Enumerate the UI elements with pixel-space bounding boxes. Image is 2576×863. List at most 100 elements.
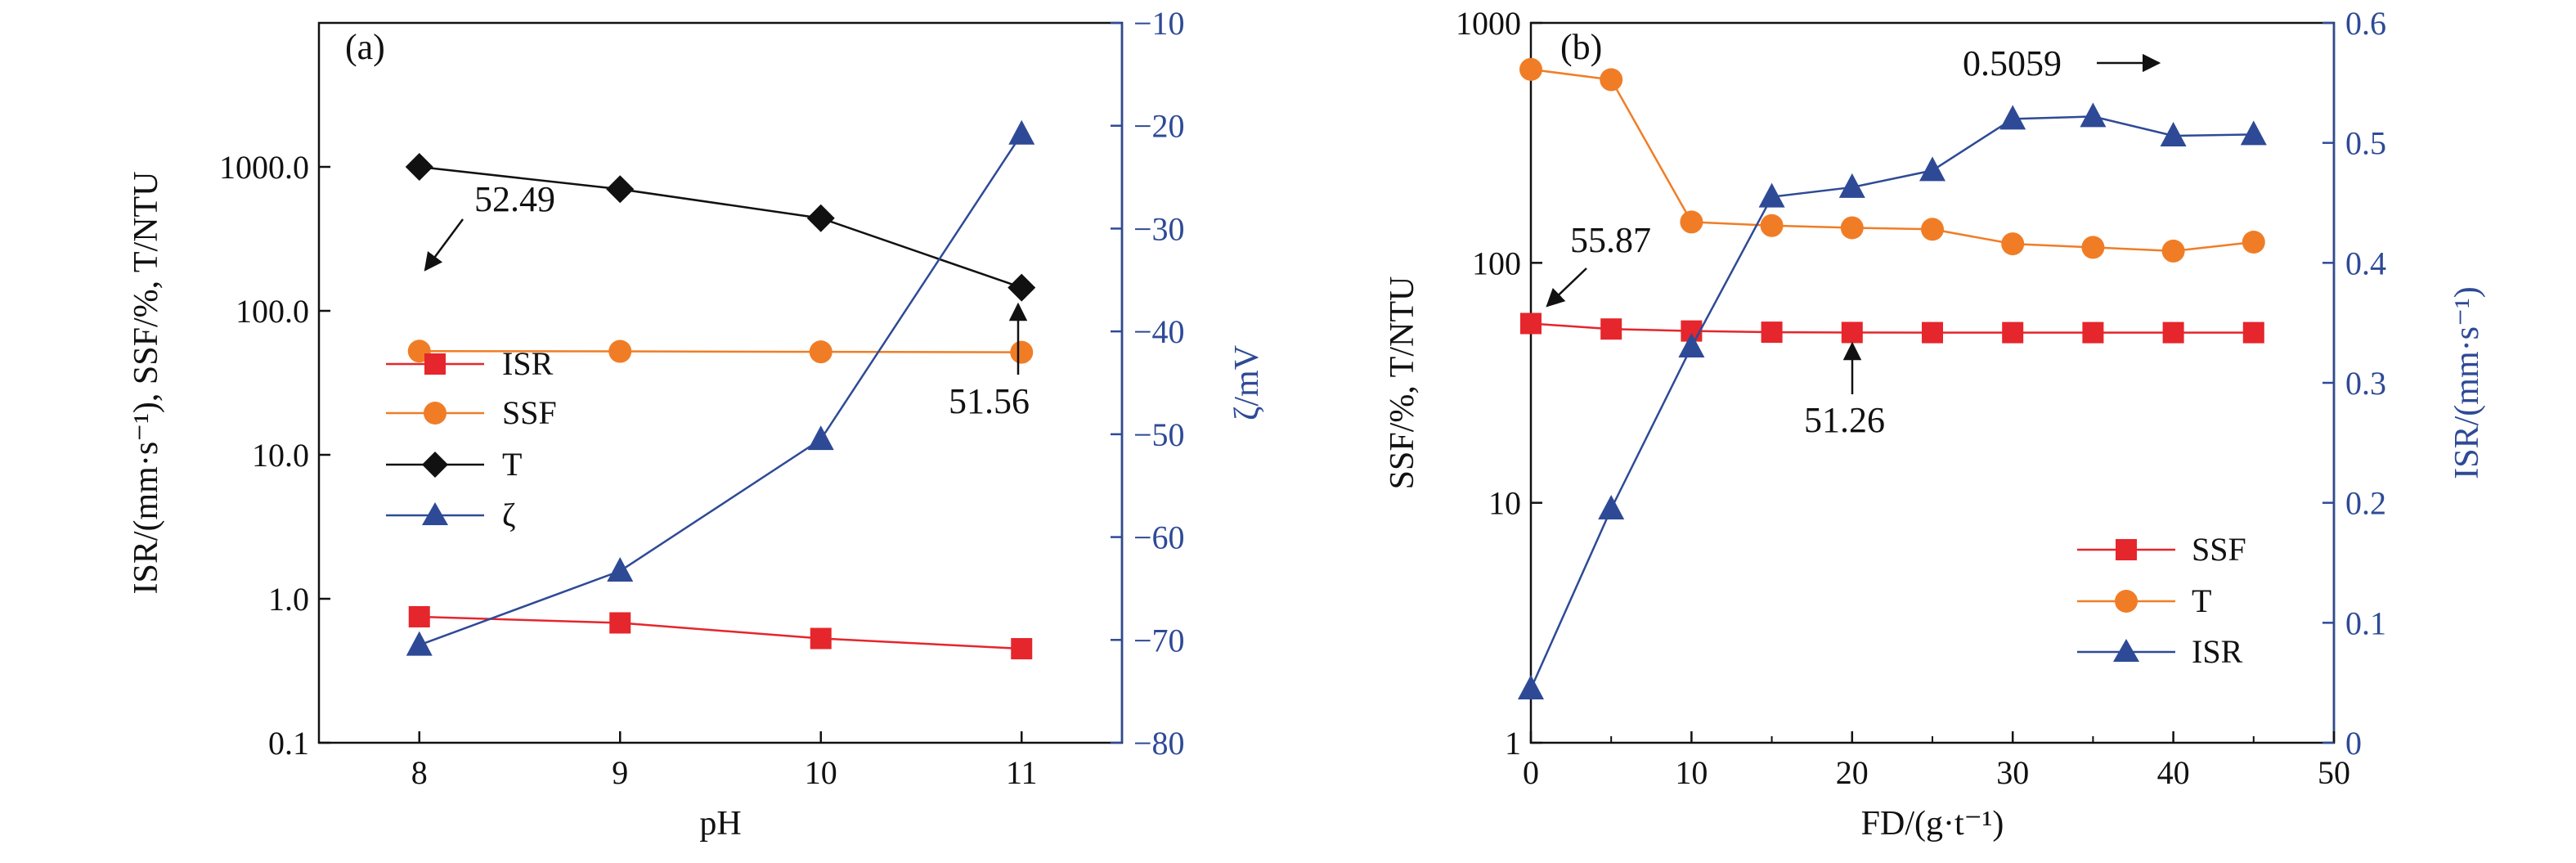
data-point-isr-b [1919,156,1945,182]
x-tick-label: 40 [2157,754,2190,791]
y-right-tick-label: 0.6 [2345,5,2386,42]
data-point-ssf-a [1010,340,1034,364]
y-right-tick-label: 0.5 [2345,125,2386,162]
data-point-t-b [1519,57,1542,81]
y-left-tick-label: 1.0 [268,581,309,618]
y-right-tick-label: −10 [1133,5,1185,42]
data-point-t-a [1008,273,1036,302]
data-point-isr-a [609,612,631,634]
data-point-t-b [2001,232,2025,256]
y-left-tick-label: 100.0 [236,293,309,330]
y-right-tick-label: 0 [2345,725,2362,762]
x-tick-label: 20 [1836,754,1869,791]
y-left-tick-label: 100 [1472,245,1521,281]
series-line-isr-b [1529,115,2254,690]
annotation-label-51-56: 51.56 [949,381,1030,421]
legend-label-isr-b: ISR [2192,633,2243,670]
annotation-label-52-49: 52.49 [474,179,555,219]
series-line-t-a [419,165,1022,289]
series-line-ssf-a [419,350,1022,353]
legend-item-t-a: T [386,446,522,483]
data-point-ssf-b [2162,321,2184,344]
data-point-ssf-b [1600,318,1622,340]
series-line-t-b [1530,68,2254,253]
data-point-zeta-a [406,631,433,656]
y-right-tick-label: −40 [1133,313,1185,350]
data-point-isr-b [1678,333,1705,357]
chart-panel-a: 8 9 10 11 0.1 1.0 10.0 100.0 1000.0 −80 −70 −60 −50 −… [128,5,1266,843]
y-right-tick-label: −70 [1133,622,1185,658]
data-point-ssf-b [2082,321,2104,344]
legend-item-t-b: T [2077,582,2211,619]
y-axis-left-label-a: ISR/(mm·s⁻¹), SSF/%, T/NTU [128,171,165,594]
y-left-tick-label: 1000.0 [219,149,309,186]
y-left-tick-label: 1 [1505,725,1521,762]
annotation-label-0-5059: 0.5059 [1963,43,2062,83]
x-tick-label: 11 [1006,754,1038,791]
legend-b: SSF T ISR [2077,531,2246,670]
legend-item-isr-b: ISR [2077,633,2243,670]
y-left-tick-label: 0.1 [268,725,309,762]
data-point-ssf-a [809,340,832,364]
y-right-tick-label: 0.2 [2345,485,2386,522]
y-axis-left-label-b: SSF/%, T/NTU [1384,276,1421,490]
y-left-tick-label: 1000 [1456,5,1521,42]
legend-label-ssf-b: SSF [2192,531,2246,568]
y-right-tick-label: −50 [1133,416,1185,453]
x-tick-label: 9 [612,754,628,791]
x-tick-label: 0 [1523,754,1539,791]
annotation-51-56: 51.56 [949,302,1030,421]
annotation-55-87: 55.87 [1546,220,1651,308]
x-tick-label: 10 [805,754,837,791]
y-axis-right-label-b: ISR/(mm·s⁻¹) [2448,286,2486,479]
annotation-label-51-26: 51.26 [1804,400,1885,440]
data-point-isr-b [1598,495,1625,519]
data-point-ssf-b [1520,312,1542,335]
data-point-t-a [806,204,835,232]
y-right-tick-label: 0.1 [2345,605,2386,641]
x-tick-label: 8 [411,754,428,791]
y-right-tick-label: −30 [1133,210,1185,247]
data-point-isr-b [1838,173,1865,198]
data-point-t-b [1921,218,1944,241]
data-point-isr-a [810,627,832,649]
y-left-tick-label: 10 [1488,485,1521,522]
data-point-isr-b [1758,182,1785,208]
legend-label-zeta-a: ζ [502,497,516,533]
data-point-t-a [606,175,635,204]
y-right-tick-label: −60 [1133,519,1185,556]
data-point-t-b [1760,214,1784,237]
panel-label-a: (a) [345,27,385,67]
data-point-ssf-b [1922,321,1943,344]
series-line-zeta-a [419,133,1023,646]
data-point-t-b [2242,231,2265,254]
data-point-t-a [405,153,433,181]
data-point-t-b [1840,216,1864,240]
legend-item-zeta-a: ζ [386,497,516,533]
legend-label-ssf-a: SSF [502,394,557,431]
data-point-isr-a [408,605,430,627]
y-axis-right-label-a: ζ/mV [1228,345,1266,420]
data-point-t-b [2161,239,2185,263]
series-line-ssf-b [1530,322,2254,334]
annotation-51-26: 51.26 [1804,341,1885,440]
data-point-isr-a [1011,638,1033,660]
y-right-tick-label: 0.4 [2345,245,2386,281]
x-tick-label: 30 [1996,754,2029,791]
legend-item-ssf-b: SSF [2077,531,2246,568]
data-point-isr-b [2080,102,2107,128]
data-point-isr-b [1999,105,2026,130]
data-point-zeta-a [1008,119,1035,145]
data-point-isr-b [2240,120,2267,146]
data-point-ssf-b [2002,321,2024,344]
data-point-ssf-b [1841,321,1863,344]
legend-label-isr-a: ISR [502,345,554,382]
x-axis-label-b: FD/(g·t⁻¹) [1861,805,2004,843]
annotation-0-5059: 0.5059 [1963,43,2161,83]
chart-panel-b: 0 10 20 30 40 50 1 10 100 1000 0 0.1 0.2 0.3 0.4 0.5 0.6… [1384,5,2486,843]
data-point-zeta-a [807,425,834,451]
data-point-t-b [1600,68,1623,92]
series-line-isr-a [419,615,1022,650]
annotation-label-55-87: 55.87 [1570,220,1651,260]
